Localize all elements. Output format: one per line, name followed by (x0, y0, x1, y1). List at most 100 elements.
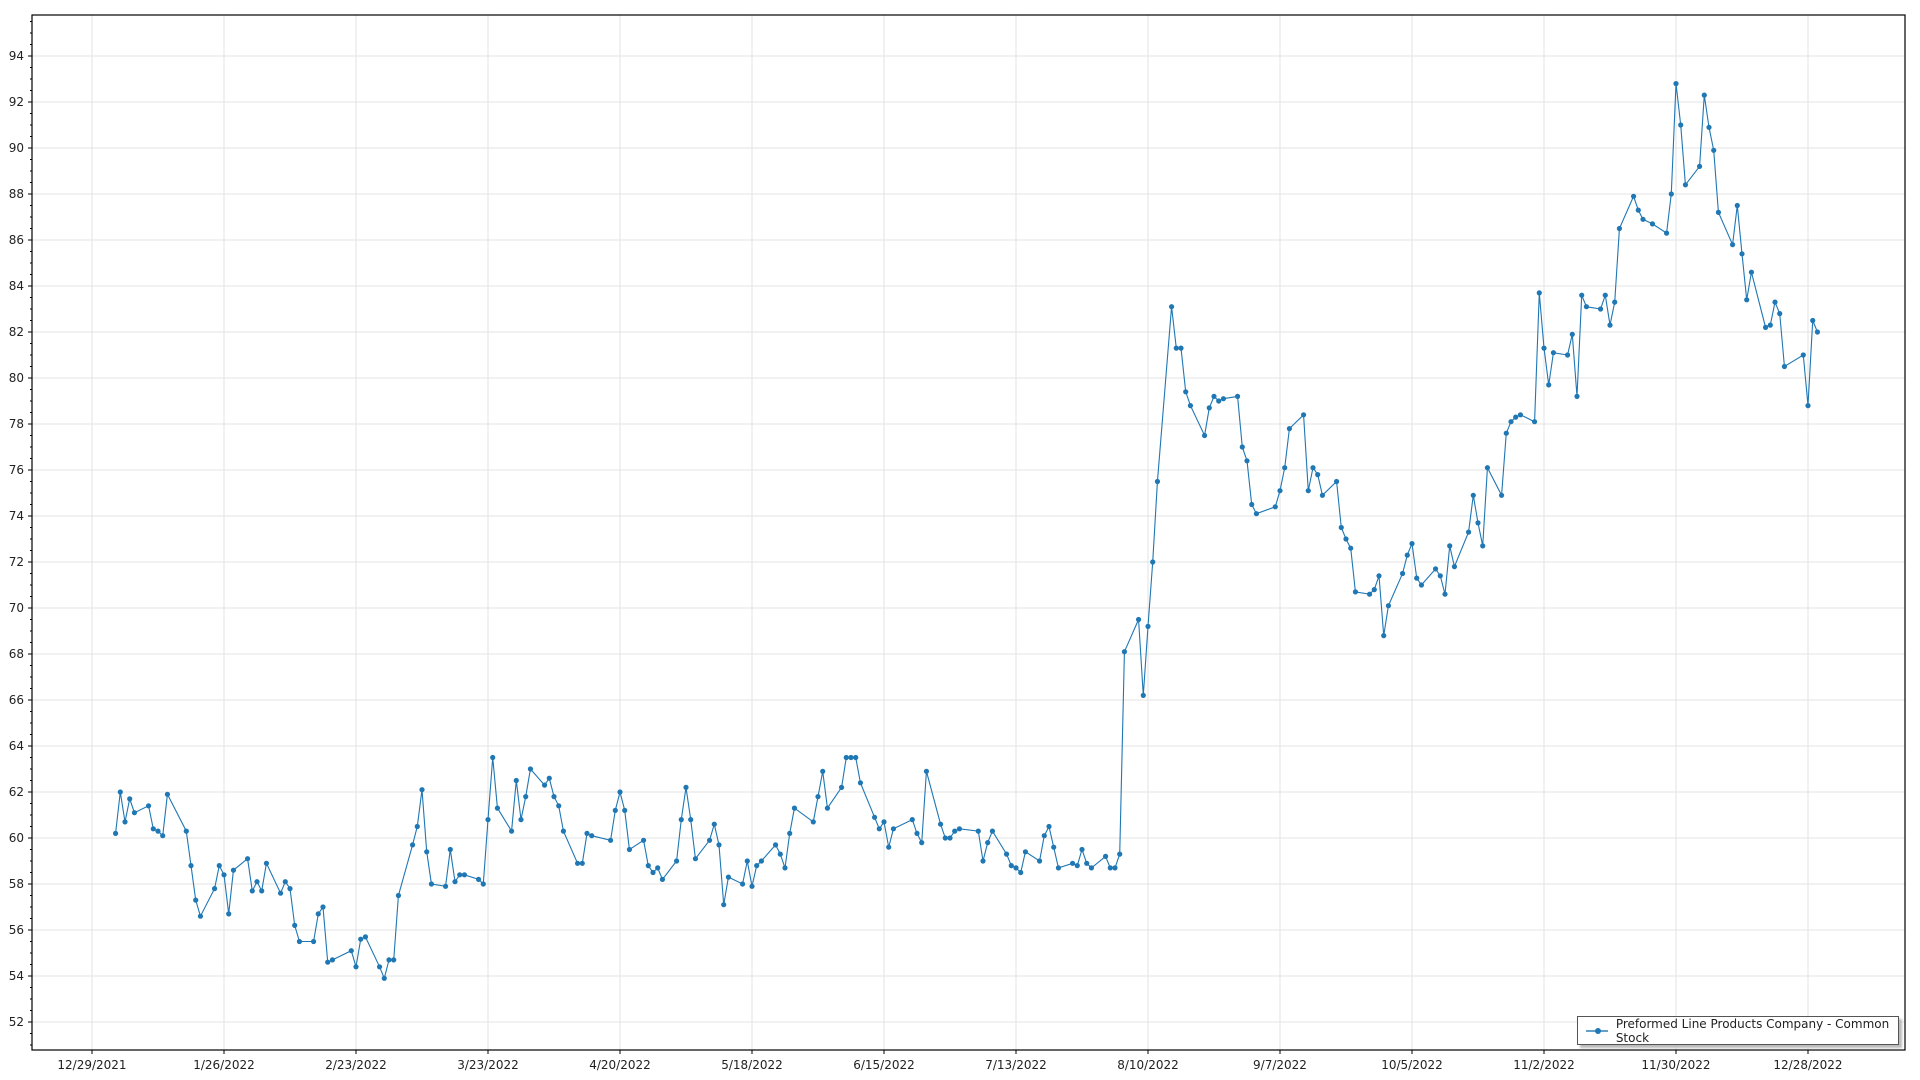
data-point (1517, 412, 1524, 418)
x-tick-label: 2/23/2022 (325, 1058, 387, 1072)
data-point (1470, 492, 1476, 498)
data-point (1513, 414, 1519, 420)
data-point (678, 817, 684, 823)
data-point (1107, 865, 1113, 871)
data-point (485, 817, 491, 823)
y-tick-label: 94 (9, 49, 24, 63)
data-point (1112, 865, 1118, 871)
data-point (1338, 524, 1344, 531)
data-point (1630, 193, 1637, 199)
data-point (117, 789, 123, 795)
data-point (1484, 465, 1491, 471)
data-point (1206, 405, 1212, 411)
y-tick-label: 82 (9, 325, 24, 339)
data-point (348, 948, 354, 954)
data-point (1117, 851, 1123, 857)
data-point (188, 863, 194, 869)
data-point (810, 819, 816, 825)
data-point (541, 782, 548, 788)
data-point (1574, 393, 1580, 399)
series-preformed-line-products (112, 81, 1821, 981)
data-point (1701, 92, 1707, 98)
data-point (584, 830, 590, 837)
data-point (739, 881, 746, 887)
data-point (791, 805, 798, 811)
data-point (1348, 545, 1354, 551)
data-point (919, 840, 925, 846)
data-point (1715, 209, 1722, 215)
data-point (820, 768, 826, 774)
data-point (494, 805, 501, 811)
data-point (442, 883, 449, 889)
data-point (838, 784, 845, 791)
data-point (296, 938, 303, 945)
data-point (1168, 304, 1175, 310)
data-point (1121, 649, 1128, 655)
series-line (115, 83, 1818, 981)
data-point (952, 828, 958, 834)
data-point (871, 814, 878, 820)
x-tick-label: 10/5/2022 (1381, 1058, 1443, 1072)
data-point (556, 803, 562, 809)
data-point (1244, 458, 1250, 464)
y-tick-label: 72 (9, 555, 24, 569)
data-point (1465, 529, 1472, 535)
data-point (607, 837, 614, 843)
data-point (1602, 292, 1608, 298)
data-point (890, 826, 897, 832)
data-point (1541, 345, 1547, 351)
y-tick-label: 66 (9, 693, 24, 707)
data-point (277, 890, 284, 896)
data-point (1022, 849, 1029, 855)
data-point (1272, 504, 1278, 510)
data-point (1597, 306, 1604, 312)
data-point (1385, 603, 1392, 609)
data-point (1008, 863, 1014, 869)
data-point (1480, 543, 1486, 549)
gridlines (32, 15, 1905, 1050)
data-point (1508, 419, 1514, 425)
data-point (546, 775, 552, 781)
data-point (155, 828, 161, 834)
data-point (1579, 292, 1585, 298)
data-point (824, 805, 831, 811)
data-point (758, 858, 765, 864)
data-point (772, 842, 779, 848)
x-tick-label: 4/20/2022 (589, 1058, 651, 1072)
y-tick-label: 62 (9, 785, 24, 799)
data-point (1550, 350, 1557, 356)
data-point (527, 766, 534, 772)
data-point (1767, 322, 1773, 328)
data-point (560, 828, 567, 834)
data-point (1277, 488, 1283, 494)
data-point (1437, 573, 1443, 579)
data-point (1569, 331, 1575, 337)
data-point (744, 858, 750, 864)
data-point (655, 865, 661, 871)
data-point (428, 881, 435, 887)
data-point (1234, 393, 1241, 399)
data-point (1734, 202, 1740, 209)
data-point (1315, 472, 1321, 478)
plot-area-frame (31, 14, 1906, 1051)
data-point (490, 754, 496, 761)
data-point (1036, 858, 1043, 864)
data-point (362, 934, 369, 940)
data-point (513, 777, 519, 784)
legend-line-marker-icon (1586, 1026, 1608, 1036)
data-point (1310, 465, 1316, 471)
data-point (457, 872, 463, 878)
y-tick-label: 90 (9, 141, 24, 155)
data-point (1814, 329, 1821, 335)
y-tick-label: 88 (9, 187, 24, 201)
data-point (358, 936, 364, 942)
data-point (329, 957, 336, 963)
data-point (1055, 865, 1062, 871)
data-point (1074, 863, 1080, 869)
data-point (1729, 242, 1736, 248)
data-point (1447, 543, 1453, 549)
data-point (1300, 412, 1307, 418)
data-point (1781, 363, 1788, 370)
y-tick-label: 58 (9, 877, 24, 891)
data-point (1583, 304, 1590, 310)
